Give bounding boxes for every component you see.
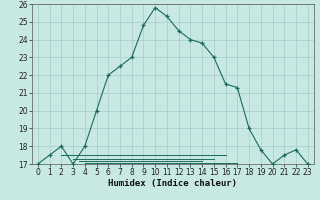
X-axis label: Humidex (Indice chaleur): Humidex (Indice chaleur) <box>108 179 237 188</box>
